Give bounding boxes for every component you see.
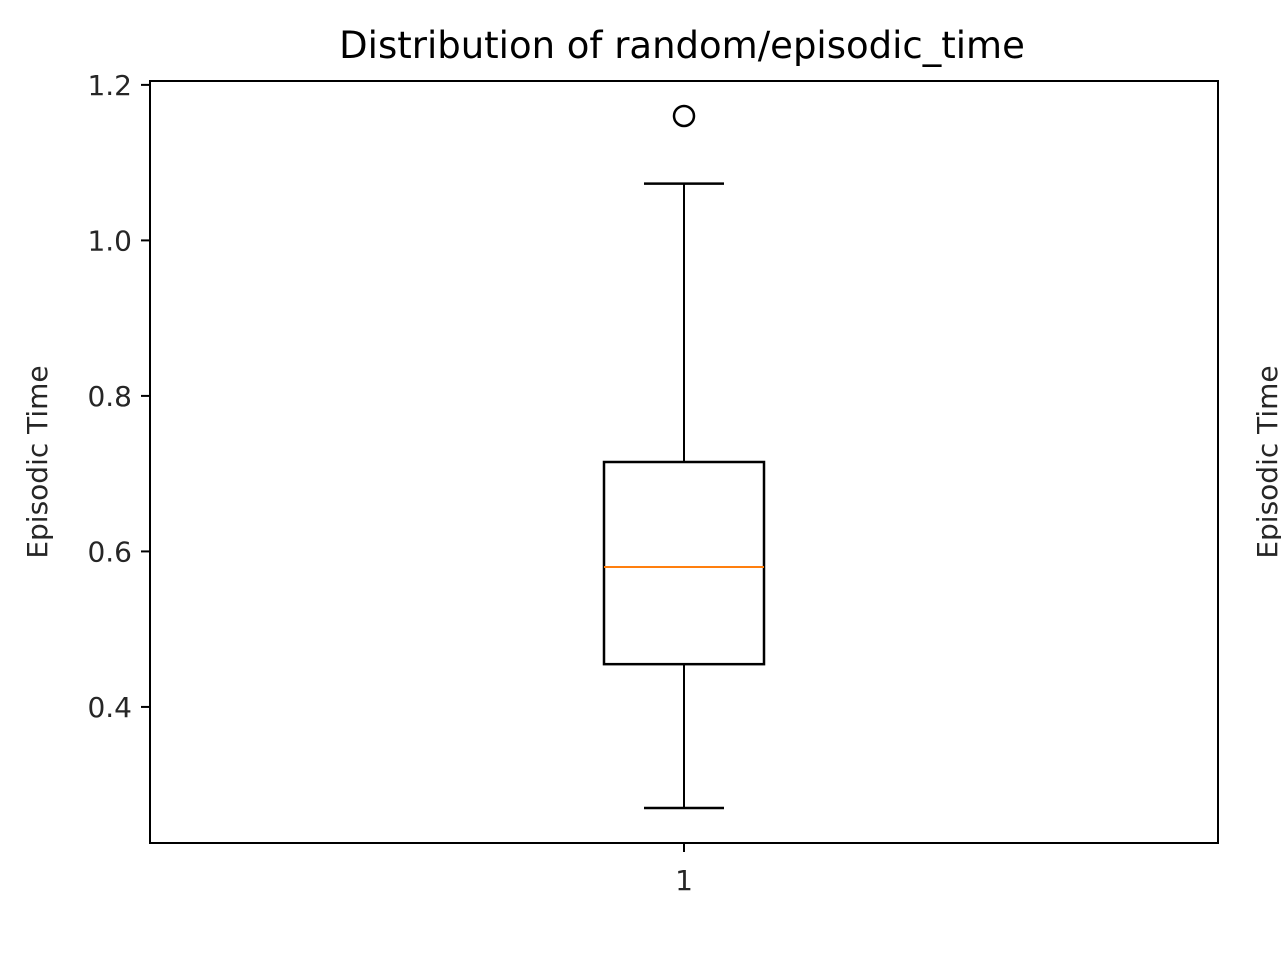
- x-tick-label: 1: [675, 864, 693, 897]
- y-tick-label: 0.8: [87, 380, 132, 413]
- y-tick-label: 1.2: [87, 69, 132, 102]
- box-group: [602, 104, 766, 810]
- neighbor-y-axis-label: Episodic Time: [1251, 365, 1281, 558]
- y-axis-label: Episodic Time: [21, 365, 54, 558]
- outlier-point: [672, 104, 696, 128]
- iqr-box: [602, 460, 766, 666]
- chart-title: Distribution of random/episodic_time: [339, 24, 1025, 67]
- x-axis-ticks: 1: [675, 843, 693, 897]
- y-axis-ticks: 0.4 0.6 0.8 1.0 1.2: [87, 69, 150, 724]
- y-tick-label: 1.0: [87, 224, 132, 257]
- y-tick-label: 0.4: [87, 691, 132, 724]
- y-tick-label: 0.6: [87, 535, 132, 568]
